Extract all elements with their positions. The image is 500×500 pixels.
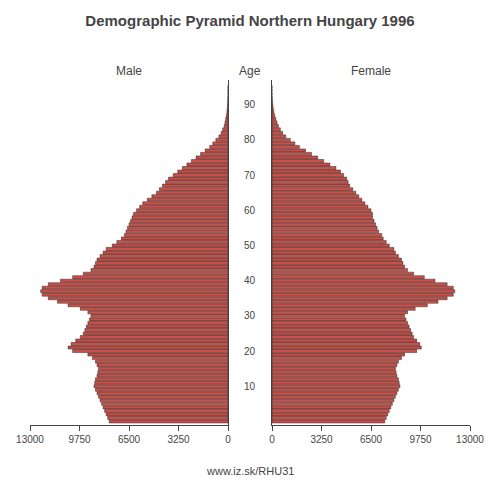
svg-text:60: 60 xyxy=(244,205,256,216)
svg-text:9750: 9750 xyxy=(409,434,432,445)
svg-text:90: 90 xyxy=(244,99,256,110)
svg-text:Demographic Pyramid Northern H: Demographic Pyramid Northern Hungary 199… xyxy=(85,12,414,29)
svg-text:www.iz.sk/RHU31: www.iz.sk/RHU31 xyxy=(206,465,294,477)
svg-text:3250: 3250 xyxy=(167,434,190,445)
svg-text:3250: 3250 xyxy=(310,434,333,445)
svg-text:30: 30 xyxy=(244,310,256,321)
svg-text:40: 40 xyxy=(244,275,256,286)
svg-text:Male: Male xyxy=(116,64,142,78)
svg-text:0: 0 xyxy=(225,434,231,445)
svg-text:13000: 13000 xyxy=(456,434,484,445)
svg-text:80: 80 xyxy=(244,134,256,145)
svg-text:Female: Female xyxy=(351,64,391,78)
svg-text:70: 70 xyxy=(244,170,256,181)
svg-text:0: 0 xyxy=(269,434,275,445)
svg-text:Age: Age xyxy=(239,64,261,78)
svg-text:6500: 6500 xyxy=(118,434,141,445)
svg-text:20: 20 xyxy=(244,346,256,357)
svg-text:50: 50 xyxy=(244,240,256,251)
svg-text:10: 10 xyxy=(244,381,256,392)
svg-text:9750: 9750 xyxy=(68,434,91,445)
svg-text:6500: 6500 xyxy=(360,434,383,445)
svg-text:13000: 13000 xyxy=(16,434,44,445)
